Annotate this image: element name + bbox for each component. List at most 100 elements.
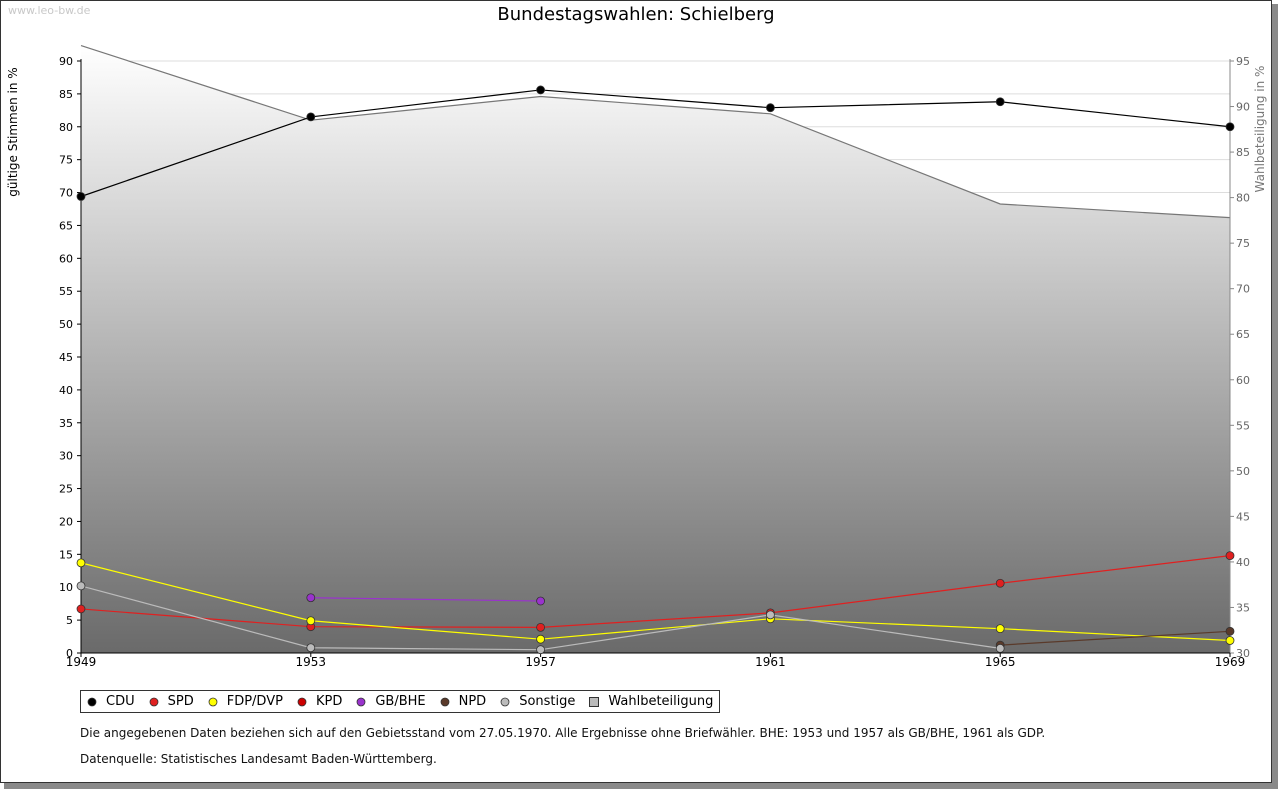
data-point-fdp-dvp [1225, 636, 1235, 645]
y-tick-label: 70 [59, 187, 73, 200]
legend-label: GB/BHE [375, 694, 426, 709]
data-point-fdp-dvp [536, 634, 545, 644]
series-line-spd [80, 555, 1231, 628]
y-tick-label: 40 [59, 384, 73, 397]
legend-item-spd: SPD [149, 694, 194, 709]
legend-marker [356, 697, 366, 706]
y2-tick-label: 35 [1236, 601, 1250, 614]
y-tick-label: 80 [59, 121, 73, 134]
series-lines [76, 85, 1235, 655]
data-point-cdu [1225, 122, 1235, 132]
legend-marker [208, 697, 218, 706]
data-point-fdp-dvp [306, 616, 316, 626]
x-tick-label: 1965 [985, 655, 1016, 669]
x-tick-label: 1961 [755, 655, 786, 669]
data-point-sonstige [995, 643, 1005, 653]
legend-marker [589, 696, 600, 707]
legend-marker [87, 697, 97, 706]
data-point-sonstige [76, 581, 86, 591]
data-point-cdu [76, 192, 86, 201]
y-tick-label: 90 [59, 55, 73, 68]
data-point-spd [76, 604, 86, 614]
y-tick-label: 45 [59, 351, 73, 364]
x-tick-label: 1957 [525, 655, 556, 669]
y-tick-label: 20 [59, 515, 73, 528]
series-line-fdp-dvp [80, 562, 1231, 642]
y-tick-label: 25 [59, 483, 73, 496]
y2-tick-label: 85 [1236, 146, 1250, 159]
data-point-spd [536, 622, 545, 632]
data-point-sonstige [766, 610, 775, 620]
series-line-gb-bhe [310, 597, 541, 602]
y2-tick-label: 55 [1236, 419, 1250, 432]
y-tick-label: 30 [59, 450, 73, 463]
y-tick-label: 55 [59, 285, 73, 298]
chart-title: Bundestagswahlen: Schielberg [497, 4, 774, 25]
legend-label: SPD [167, 694, 194, 709]
y-tick-label: 65 [59, 219, 73, 232]
data-point-sonstige [306, 643, 316, 653]
line-chart: Bundestagswahlen: Schielberg 0 5 10 15 20 25 30… [6, 4, 1267, 669]
data-point-cdu [536, 85, 545, 95]
legend-item-kpd: KPD [297, 694, 342, 709]
axis-labels: Bundestagswahlen: Schielberg 0 5 10 15 20 25 30… [6, 4, 1267, 669]
y-tick-label: 35 [59, 417, 73, 430]
turnout-area [80, 44, 1231, 654]
y-tick-label: 0 [66, 647, 73, 660]
legend-label: CDU [106, 694, 135, 709]
data-point-sonstige [536, 645, 545, 655]
legend-marker [149, 697, 159, 706]
y-tick-label: 75 [59, 154, 73, 167]
y-tick-label: 85 [59, 88, 73, 101]
y2-tick-label: 45 [1236, 510, 1250, 523]
y2-tick-label: 90 [1236, 101, 1250, 114]
y2-tick-label: 75 [1236, 237, 1250, 250]
legend-item-wahlbeteiligung: Wahlbeteiligung [589, 694, 713, 709]
y-tick-label: 5 [66, 614, 73, 627]
y-tick-label: 10 [59, 581, 73, 594]
data-point-cdu [766, 103, 775, 113]
y-tick-label: 50 [59, 318, 73, 331]
legend-marker [500, 697, 510, 706]
data-point-spd [1225, 551, 1235, 561]
data-point-cdu [306, 112, 316, 122]
frame-shadow-bottom [4, 783, 1278, 789]
data-source: Datenquelle: Statistisches Landesamt Bad… [80, 752, 437, 766]
x-tick-label: 1953 [296, 655, 327, 669]
x-tick-label: 1949 [66, 655, 97, 669]
legend-label: NPD [458, 694, 487, 709]
data-point-npd [1225, 626, 1235, 636]
y2-tick-label: 70 [1236, 283, 1250, 296]
data-point-gb-bhe [306, 593, 316, 603]
y2-tick-label: 95 [1236, 55, 1250, 68]
legend-label: Sonstige [519, 694, 576, 709]
legend-label: KPD [315, 694, 343, 709]
legend-item-npd: NPD [440, 694, 487, 709]
series-line-cdu [80, 89, 1231, 198]
y2-tick-label: 80 [1236, 192, 1250, 205]
legend-item-gb-bhe: GB/BHE [356, 694, 426, 709]
legend-item-cdu: CDU [87, 694, 135, 709]
y2-tick-label: 50 [1236, 465, 1250, 478]
y2-tick-label: 40 [1236, 556, 1250, 569]
x-tick-label: 1969 [1215, 655, 1246, 669]
y2-axis-title: Wahlbeteiligung in % [1253, 66, 1267, 193]
data-point-cdu [995, 97, 1005, 107]
legend-item-sonstige: Sonstige [500, 694, 575, 709]
y-tick-label: 60 [59, 252, 73, 265]
legend-item-fdp-dvp: FDP/DVP [208, 694, 283, 709]
watermark: www.leo-bw.de [8, 4, 91, 17]
data-point-fdp-dvp [76, 558, 86, 568]
legend-marker [440, 697, 450, 706]
y2-tick-label: 30 [1236, 647, 1250, 660]
data-point-gb-bhe [536, 596, 545, 606]
turnout-line [80, 44, 1231, 219]
y2-tick-label: 60 [1236, 374, 1250, 387]
legend-label: FDP/DVP [226, 694, 283, 709]
y-tick-label: 15 [59, 548, 73, 561]
series-line-npd [1000, 630, 1231, 646]
frame-shadow-right [1272, 4, 1278, 789]
legend: CDU SPD FDP/DVP KPD GB/BHE NPD Sonstige Wahlbet… [80, 690, 721, 713]
y2-tick-label: 65 [1236, 328, 1250, 341]
footnote: Die angegebenen Daten beziehen sich auf … [80, 726, 1046, 740]
